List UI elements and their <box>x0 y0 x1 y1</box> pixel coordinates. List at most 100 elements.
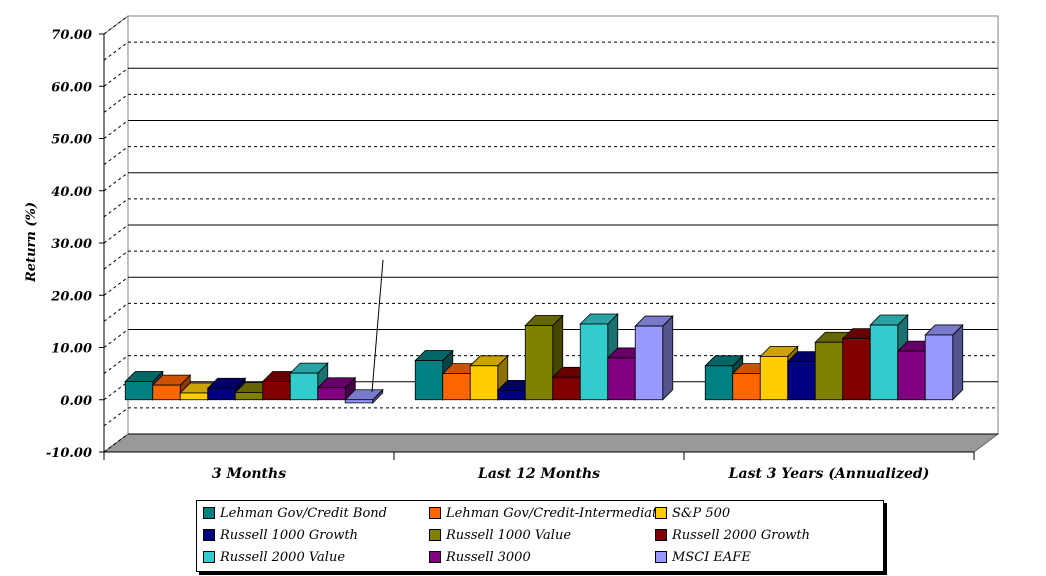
legend-swatch <box>203 507 215 519</box>
bar-front <box>317 387 346 401</box>
bar-front <box>759 355 789 401</box>
y-tick-label: 70.00 <box>51 28 92 43</box>
bar <box>634 315 674 401</box>
legend-item: Russell 1000 Value <box>429 526 571 544</box>
bar <box>344 388 384 404</box>
x-axis-categories: 3 Months Last 12 Months Last 3 Years (Annu… <box>103 452 975 482</box>
x-category-label: 3 Months <box>212 466 286 482</box>
bar-front <box>842 338 871 401</box>
chart: 70.00 60.00 50.00 40.00 30.00 20.00 10.00 0.00 -… <box>24 15 1000 482</box>
floor <box>102 433 1000 453</box>
bar-front <box>897 350 926 401</box>
gridline-side <box>103 198 129 218</box>
legend-label: S&P 500 <box>672 505 731 521</box>
bar <box>316 376 357 401</box>
gridline-side <box>103 120 129 139</box>
bar-front <box>234 392 264 401</box>
y-tick-label: 40.00 <box>51 185 92 200</box>
y-tick-label: 60.00 <box>51 80 92 95</box>
legend-swatch <box>203 529 215 541</box>
x-category-label: Last 3 Years (Annualized) <box>728 466 930 482</box>
legend-label: Russell 3000 <box>446 549 531 565</box>
bar-front <box>414 360 444 401</box>
bars <box>124 313 964 404</box>
bar-front <box>869 324 899 401</box>
gridline-side <box>103 146 129 166</box>
bar-front <box>344 399 374 404</box>
gridline-side <box>103 433 129 453</box>
bar-front <box>152 384 181 401</box>
bar-front <box>207 387 236 401</box>
gridline-side <box>103 41 129 61</box>
bar-front <box>124 381 154 401</box>
bar-front <box>497 389 526 401</box>
legend-item: Russell 1000 Growth <box>203 526 358 544</box>
y-tick-label: 10.00 <box>51 342 92 357</box>
bar-front <box>289 372 319 401</box>
gridline-side <box>103 67 129 87</box>
bar-front <box>634 325 664 401</box>
bar-front <box>607 357 636 401</box>
legend-swatch <box>203 551 215 563</box>
bar <box>289 362 329 401</box>
bar-front <box>579 323 609 401</box>
legend-label: Russell 1000 Growth <box>220 527 359 543</box>
bar-side <box>662 315 674 401</box>
legend-label: Russell 1000 Value <box>446 527 572 543</box>
legend-item: Lehman Gov/Credit-Intermediate <box>429 504 665 522</box>
gridline-side <box>103 276 129 296</box>
legend-label: Lehman Gov/Credit-Intermediate <box>446 505 665 521</box>
gridline-side <box>103 93 129 113</box>
legend-swatch <box>655 551 667 563</box>
y-axis-ticks: 70.00 60.00 50.00 40.00 30.00 20.00 10.00 0.00 -… <box>46 28 104 461</box>
bar-front <box>179 392 209 401</box>
legend-swatch <box>655 529 667 541</box>
legend-swatch <box>429 529 441 541</box>
y-tick-label: 0.00 <box>60 394 92 409</box>
bar-side <box>952 323 964 401</box>
leader-line <box>371 259 384 393</box>
bar-front <box>924 334 954 401</box>
bar <box>924 323 964 401</box>
x-category-label: Last 12 Months <box>477 466 600 482</box>
legend-label: Lehman Gov/Credit Bond <box>220 505 387 521</box>
bar-front <box>704 365 734 401</box>
bar-front <box>552 376 581 401</box>
legend-item: Russell 2000 Growth <box>655 526 810 544</box>
y-axis-label: Return (%) <box>24 202 39 283</box>
bar-front <box>524 325 554 401</box>
bar-front <box>262 381 291 401</box>
bar-front <box>787 361 816 401</box>
gridline-side <box>103 355 129 375</box>
gridline-side <box>103 381 129 401</box>
legend: Lehman Gov/Credit Bond Lehman Gov/Credit-… <box>196 500 884 572</box>
bar-front <box>442 373 471 401</box>
legend-item: Russell 2000 Value <box>203 548 345 566</box>
y-tick-label: 20.00 <box>50 289 92 304</box>
gridline-side <box>103 250 129 270</box>
gridline-side <box>103 302 129 322</box>
legend-label: MSCI EAFE <box>672 549 751 565</box>
bar-front <box>814 341 844 401</box>
legend-swatch <box>429 551 441 563</box>
gridline-side <box>103 407 129 427</box>
legend-item: S&P 500 <box>655 504 730 522</box>
legend-swatch <box>655 507 667 519</box>
bar-front <box>732 373 761 401</box>
y-tick-label: 30.00 <box>51 237 92 252</box>
annotation-line <box>371 259 384 393</box>
legend-label: Russell 2000 Value <box>220 549 346 565</box>
legend-item: Russell 3000 <box>429 548 531 566</box>
legend-item: MSCI EAFE <box>655 548 751 566</box>
legend-label: Russell 2000 Growth <box>672 527 811 543</box>
gridline-side <box>103 329 129 348</box>
gridline-side <box>103 15 129 35</box>
bar <box>469 354 509 401</box>
legend-item: Lehman Gov/Credit Bond <box>203 504 387 522</box>
legend-swatch <box>429 507 441 519</box>
y-tick-label: 50.00 <box>51 133 92 148</box>
gridline-side <box>103 224 129 244</box>
y-tick-label: -10.00 <box>46 446 92 461</box>
gridline-side <box>103 172 129 192</box>
bar-front <box>469 365 499 401</box>
